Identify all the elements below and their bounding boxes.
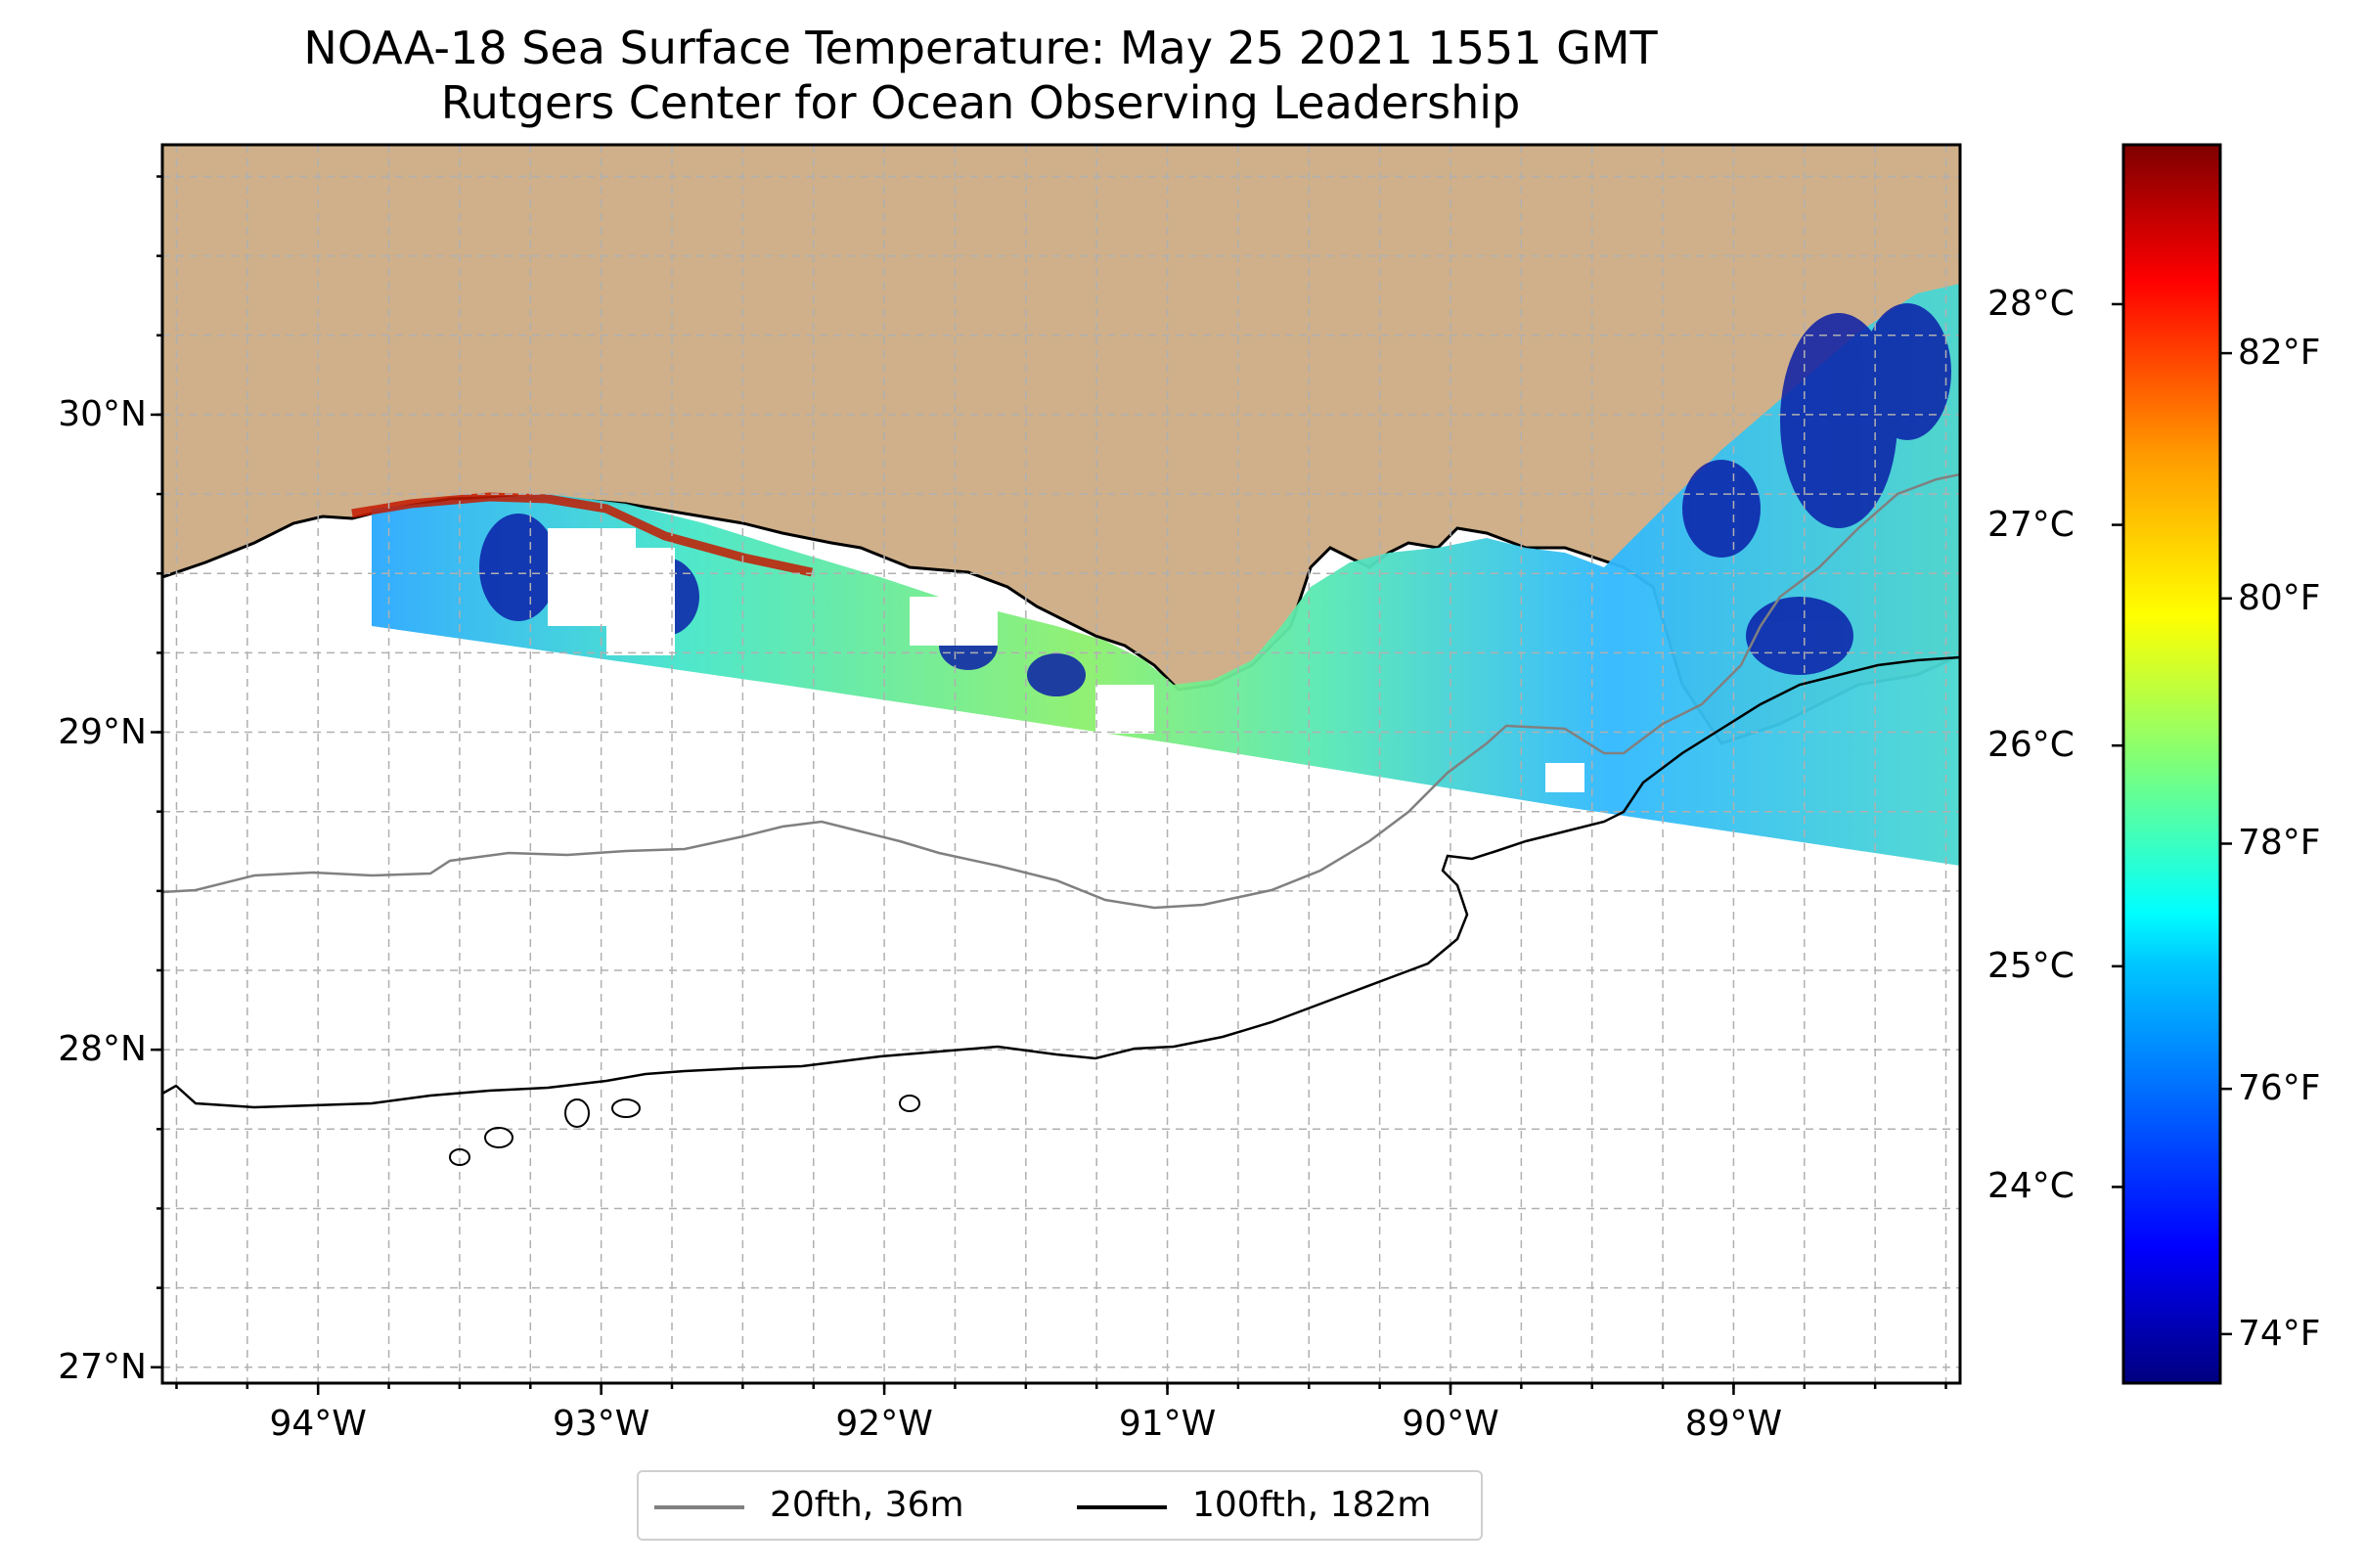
colorbar-fahrenheit-label: 82°F <box>2238 333 2321 374</box>
colorbar[interactable] <box>2121 143 2222 1385</box>
legend-line-100fth <box>1077 1505 1167 1509</box>
lat-tick-label: 27°N <box>58 1346 147 1387</box>
gridlines <box>162 145 1960 1383</box>
colorbar-celsius-label: 25°C <box>1987 945 2075 986</box>
lat-tick-label: 30°N <box>58 393 147 434</box>
legend: 20fth, 36m 100fth, 182m <box>637 1470 1483 1541</box>
colorbar-celsius-label: 26°C <box>1987 725 2075 766</box>
colorbar-fahrenheit-label: 74°F <box>2238 1313 2321 1354</box>
contour-100fth <box>162 655 1960 1109</box>
chart-subtitle: Rutgers Center for Ocean Observing Leade… <box>440 76 1521 129</box>
colorbar-ticks <box>2112 302 2232 1336</box>
sst-swath <box>372 284 1960 866</box>
lon-tick-label: 94°W <box>269 1404 367 1444</box>
lon-tick-label: 90°W <box>1402 1404 1499 1444</box>
lat-tick-label: 29°N <box>58 711 147 752</box>
colorbar-fahrenheit-label: 80°F <box>2238 577 2321 618</box>
islands <box>449 1095 920 1166</box>
lat-tick-label: 28°N <box>58 1029 147 1070</box>
swath-edge <box>162 606 1960 1383</box>
warm-coastal-band <box>351 492 813 577</box>
map-ticks <box>151 175 1947 1395</box>
colorbar-celsius-label: 28°C <box>1987 283 2075 324</box>
chart-title: NOAA-18 Sea Surface Temperature: May 25 … <box>303 22 1658 74</box>
contour-20fth <box>162 472 1960 910</box>
lon-tick-label: 92°W <box>835 1404 933 1444</box>
lon-tick-label: 89°W <box>1684 1404 1783 1444</box>
cloud-gaps <box>548 528 1584 792</box>
legend-line-20fth <box>654 1505 744 1509</box>
colorbar-celsius-label: 27°C <box>1987 504 2075 545</box>
colorbar-fahrenheit-label: 78°F <box>2238 823 2321 864</box>
legend-label-20fth: 20fth, 36m <box>770 1485 964 1525</box>
map-frame <box>160 143 1962 1385</box>
lon-tick-label: 91°W <box>1118 1404 1217 1444</box>
map-layers <box>162 145 1960 1383</box>
colorbar-celsius-label: 24°C <box>1987 1166 2075 1207</box>
colorbar-fahrenheit-label: 76°F <box>2238 1068 2321 1109</box>
lon-tick-label: 93°W <box>552 1404 650 1444</box>
legend-label-100fth: 100fth, 182m <box>1192 1485 1432 1525</box>
